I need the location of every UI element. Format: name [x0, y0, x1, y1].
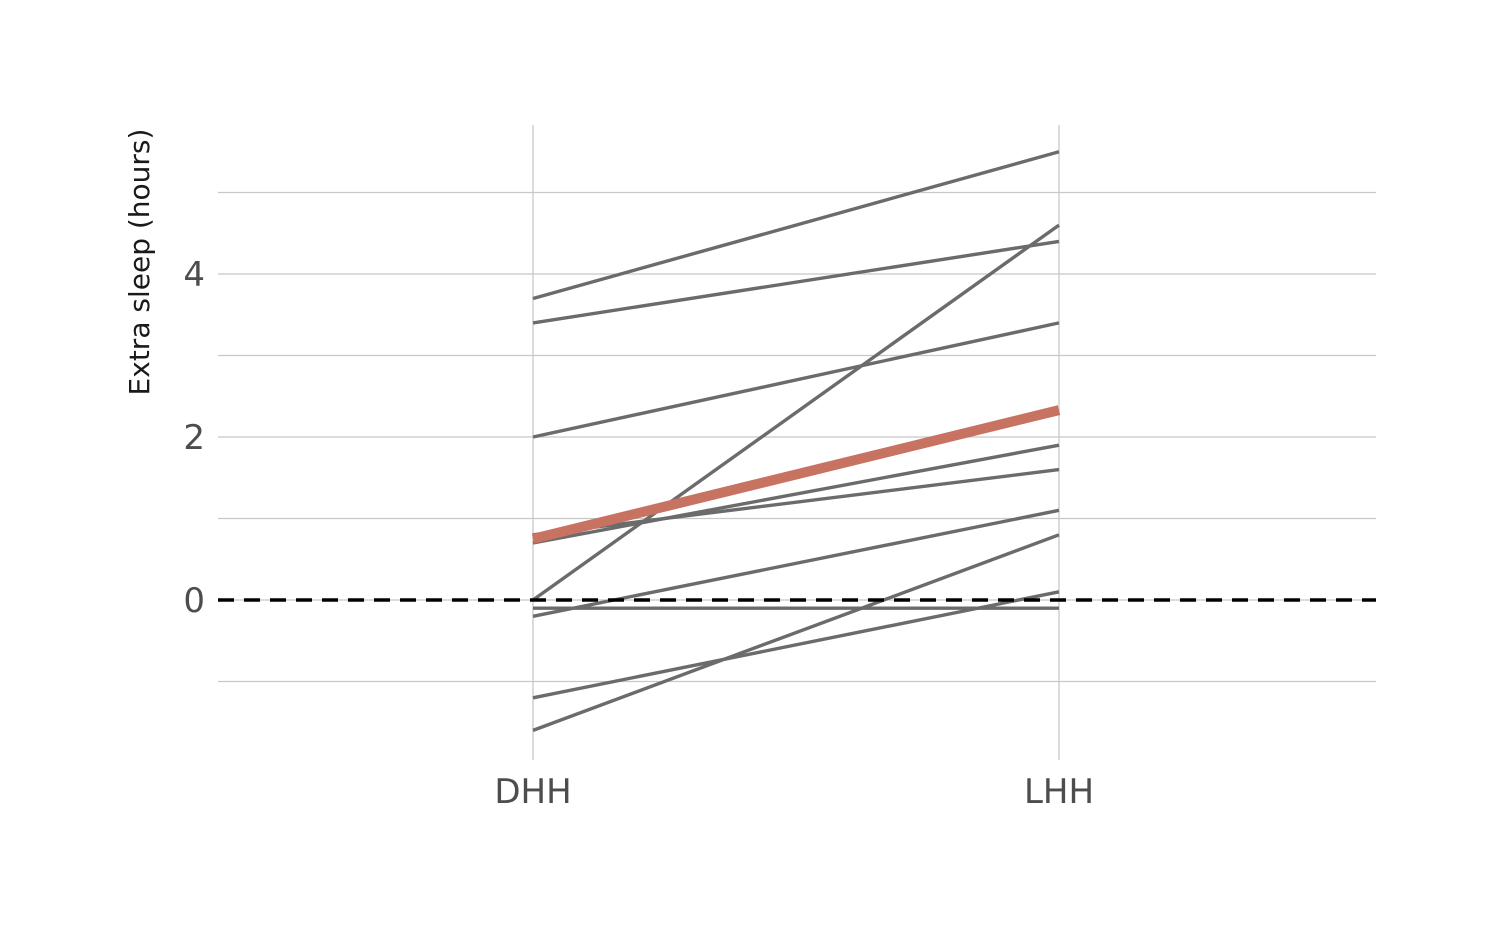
grid	[218, 125, 1376, 760]
y-tick-label: 2	[183, 418, 205, 458]
x-tick-label: LHH	[1024, 772, 1094, 812]
series-line	[532, 223, 1060, 602]
series-line	[532, 467, 1060, 537]
highlight-series	[531, 405, 1061, 544]
y-tick-labels: 0 2 4	[183, 255, 205, 621]
y-axis-title: Extra sleep (hours)	[123, 129, 156, 396]
series-lines	[532, 150, 1060, 732]
series-line	[532, 443, 1060, 545]
x-tick-labels: DHH LHH	[494, 772, 1094, 812]
series-line	[532, 150, 1060, 301]
y-tick-label: 0	[183, 581, 205, 621]
series-line	[532, 239, 1060, 325]
x-tick-label: DHH	[494, 772, 571, 812]
series-line	[532, 321, 1060, 439]
y-tick-label: 4	[183, 255, 205, 295]
highlight-line	[531, 405, 1061, 544]
series-line	[532, 533, 1060, 732]
